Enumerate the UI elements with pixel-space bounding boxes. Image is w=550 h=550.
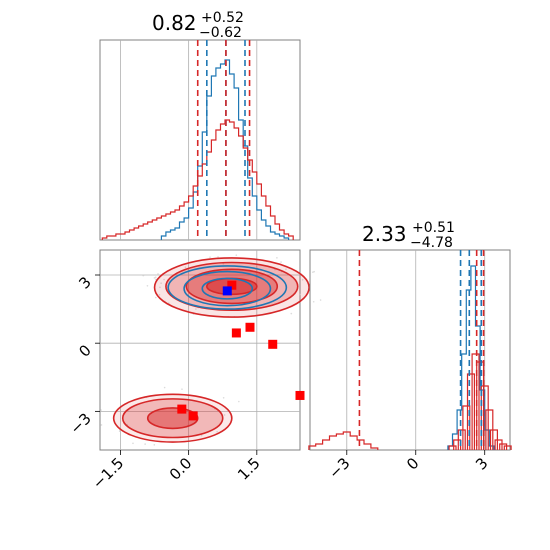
panel-2d-sample-point — [181, 388, 183, 390]
panel-2d-red-marker — [295, 390, 305, 400]
panel-2d-sample-point — [312, 300, 315, 303]
panel-param1-title: 0.82 +0.52 −0.62 — [152, 7, 249, 41]
panel-2d-sample-point — [132, 442, 134, 445]
panel-2d-blue-contours — [167, 265, 288, 310]
panel-2d-sample-point — [195, 308, 197, 310]
panel-2d-sample-point — [238, 400, 240, 403]
panel-param2-title-plus: +0.51 — [412, 220, 455, 236]
panel-2d-red-contour — [121, 398, 224, 439]
panel-2d-x-tick-label: 0.0 — [166, 454, 196, 484]
panel-param2-x-tick-label: 0 — [403, 454, 422, 473]
param1-red-histogram — [101, 119, 294, 240]
panel-2d-sample-point — [319, 299, 322, 301]
panel-param2-quantile-lines — [358, 250, 485, 450]
panel-2d-sample-point — [160, 282, 162, 284]
panel-2d-sample-point — [100, 424, 103, 426]
panel-param1-series — [101, 59, 294, 240]
panel-param2-x-tick-label: 3 — [472, 454, 491, 473]
param1-blue-histogram — [160, 59, 290, 240]
panel-2d-sample-point — [184, 266, 187, 268]
panel-2d-sample-point — [312, 271, 314, 273]
panel-2d-blue-contour — [201, 277, 254, 300]
panel-2d-sample-point — [142, 274, 145, 277]
panel-param2-title: 2.33 +0.51 −4.78 — [362, 217, 460, 251]
panel-param1-title-minus: −0.62 — [199, 25, 242, 41]
panel-2d-red-marker — [231, 328, 241, 338]
panel-param2-x-ticks: −3 0 3 — [325, 450, 492, 482]
panel-param2-grid — [346, 250, 486, 450]
panel-2d-sample-point — [163, 386, 166, 389]
panel-2d-sample-point — [153, 444, 156, 446]
panel-2d-sample-point — [200, 434, 203, 437]
panel-2d-sample-point — [301, 278, 304, 281]
panel-2d-sample-point — [276, 257, 278, 259]
panel-2d-sample-point — [155, 296, 157, 299]
panel-2d-sample-point — [209, 256, 211, 258]
panel-param2-title-value: 2.33 — [362, 222, 407, 246]
panel-2d-sample-point — [144, 443, 146, 445]
param2-red-histogram — [308, 353, 512, 450]
panel-2d-markers — [177, 280, 305, 421]
panel-2d-blue-contour — [183, 270, 272, 307]
panel-2d-frame — [99, 249, 301, 451]
panel-2d-red-marker — [177, 404, 187, 414]
panel-2d-sample-point — [157, 273, 159, 275]
param2-blue-histogram — [447, 265, 495, 450]
panel-2d-x-tick-label: 1.5 — [234, 454, 264, 484]
panel-param2-x-tick-label: −3 — [325, 454, 353, 482]
panel-param1-quantile-lines — [196, 40, 251, 240]
panel-2d-red-marker — [227, 280, 237, 290]
panel-2d-y-tick-label: 3 — [75, 273, 94, 292]
panel-2d-sample-point — [118, 430, 121, 432]
panel-2d-sample-point — [153, 277, 156, 279]
panel-2d-contour: −1.5 0.0 1.5 −3 0 3 — [66, 249, 322, 493]
panel-2d-sample-point — [158, 294, 161, 296]
panel-2d-sample-point — [298, 293, 301, 296]
panel-2d-red-contour — [112, 393, 233, 443]
panel-param1-frame — [99, 39, 301, 241]
panel-2d-x-ticks: −1.5 0.0 1.5 — [89, 450, 264, 493]
panel-2d-sample-point — [222, 396, 225, 399]
panel-param1-histogram: 0.82 +0.52 −0.62 — [99, 7, 301, 241]
panel-2d-sample-point — [163, 278, 165, 281]
panel-param2-histogram: −3 0 3 2.33 +0.51 −4.78 — [308, 217, 512, 482]
panel-2d-blue-contour — [167, 265, 288, 310]
panel-param2-frame — [309, 249, 511, 451]
panel-2d-red-contours — [112, 257, 310, 443]
panel-2d-sample-point — [280, 261, 282, 263]
panel-2d-red-marker — [268, 339, 278, 349]
panel-param2-series — [308, 265, 512, 450]
panel-2d-sample-point — [217, 256, 219, 258]
panel-2d-red-marker — [188, 411, 198, 421]
panel-2d-sample-point — [159, 286, 161, 289]
panel-2d-sample-point — [216, 430, 218, 433]
panel-2d-sample-point — [285, 268, 287, 271]
panel-2d-sample-point — [100, 409, 102, 411]
panel-param2-title-minus: −4.78 — [410, 235, 453, 251]
panel-param1-title-value: 0.82 — [152, 11, 197, 35]
panel-2d-sample-point — [154, 276, 157, 278]
panel-2d-y-ticks: −3 0 3 — [66, 273, 100, 438]
panel-2d-sample-point — [146, 285, 149, 287]
panel-2d-sample-point — [235, 254, 238, 256]
panel-param1-title-plus: +0.52 — [201, 10, 244, 26]
panel-2d-x-tick-label: −1.5 — [89, 454, 127, 492]
panel-2d-blue-marker — [222, 286, 232, 296]
panel-2d-sample-point — [223, 414, 226, 416]
panel-2d-y-tick-label: 0 — [75, 341, 94, 360]
panel-2d-sample-point — [290, 312, 293, 315]
panel-2d-y-tick-label: −3 — [66, 409, 94, 437]
panel-2d-sample-point — [313, 270, 315, 273]
panel-2d-red-marker — [245, 322, 255, 332]
